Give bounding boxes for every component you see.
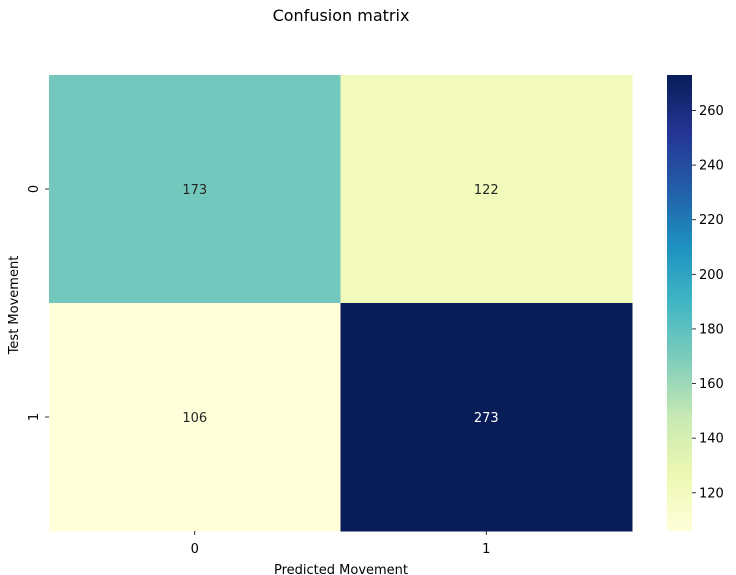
heatmap-cell bbox=[340, 303, 633, 532]
cell-value-label: 273 bbox=[474, 411, 499, 426]
heatmap-cell bbox=[340, 75, 633, 304]
y-axis-label: Test Movement bbox=[7, 256, 22, 356]
colorbar bbox=[667, 75, 692, 531]
x-axis-label: Predicted Movement bbox=[274, 563, 408, 575]
cell-value-label: 122 bbox=[474, 183, 499, 198]
colorbar-tick-label: 140 bbox=[699, 432, 724, 447]
x-tick-label: 0 bbox=[191, 542, 199, 557]
colorbar-tick-label: 120 bbox=[699, 486, 724, 501]
colorbar-ticks: 120 140 160 180 200 220 240 260 bbox=[692, 104, 724, 501]
chart-title: Confusion matrix bbox=[273, 6, 410, 25]
colorbar-tick-label: 180 bbox=[699, 322, 724, 337]
y-axis-ticks: 01 bbox=[27, 185, 49, 421]
heatmap-cells bbox=[49, 75, 633, 532]
y-tick-label: 0 bbox=[27, 185, 42, 193]
heatmap-cell bbox=[49, 303, 341, 532]
x-tick-label: 1 bbox=[482, 542, 490, 557]
heatmap-cell-labels: 173 122 106 273 bbox=[182, 183, 498, 426]
colorbar-tick-label: 160 bbox=[699, 377, 724, 392]
colorbar-tick-label: 220 bbox=[699, 213, 724, 228]
colorbar-tick-label: 200 bbox=[699, 268, 724, 283]
cell-value-label: 106 bbox=[182, 411, 207, 426]
heatmap-cell bbox=[49, 75, 341, 304]
colorbar-tick-label: 240 bbox=[699, 159, 724, 174]
y-tick-label: 1 bbox=[27, 413, 42, 421]
colorbar-tick-label: 260 bbox=[699, 104, 724, 119]
cell-value-label: 173 bbox=[182, 183, 207, 198]
